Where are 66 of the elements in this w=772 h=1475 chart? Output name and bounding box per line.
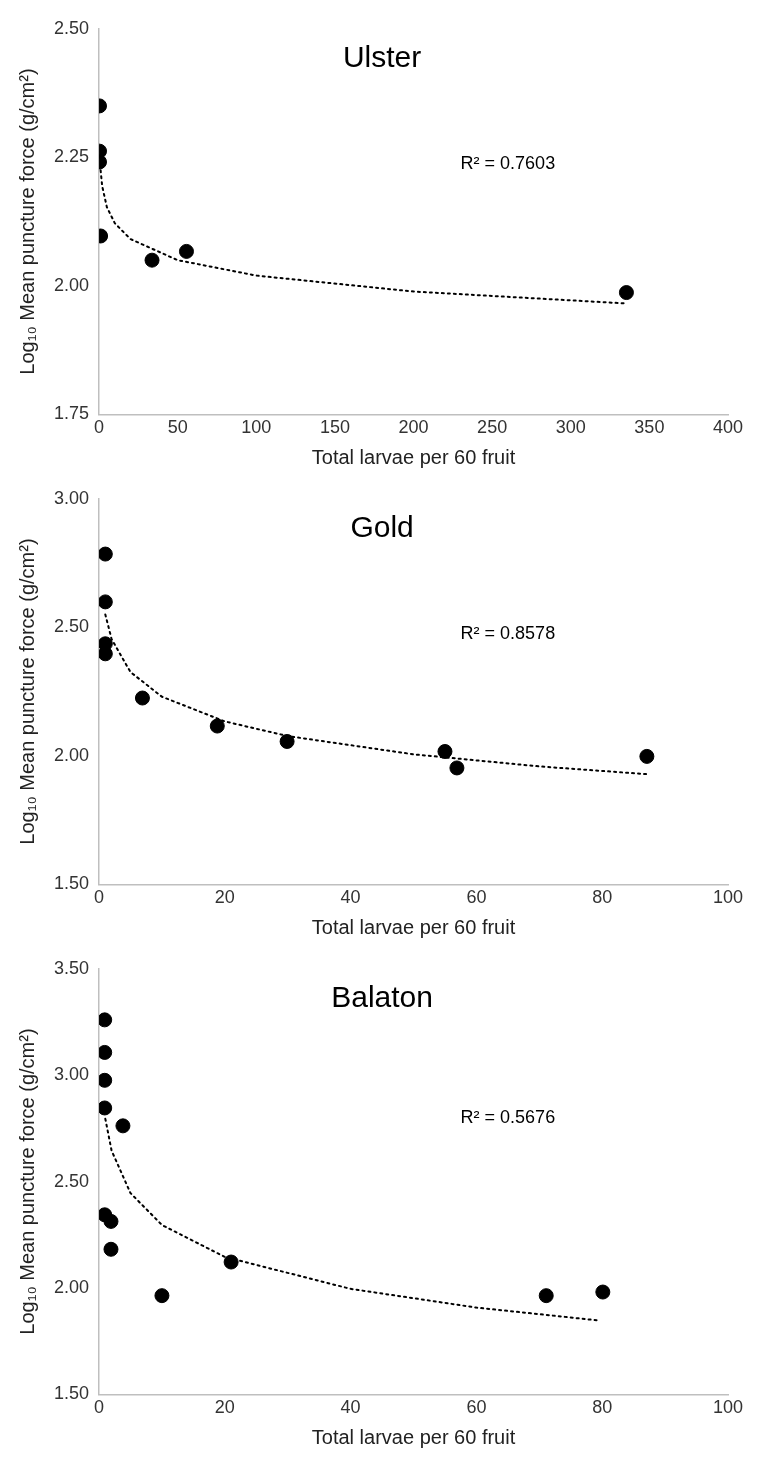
y-axis-title: Log₁₀ Mean puncture force (g/cm²) [15, 538, 38, 845]
point [223, 1254, 239, 1270]
annotation: R² = 0.8578 [460, 622, 556, 643]
y-tick-label: 2.00 [53, 744, 90, 765]
y-tick-label: 3.00 [53, 1064, 90, 1085]
point [449, 760, 465, 776]
y-tick-label: 1.50 [53, 1383, 90, 1404]
chart-title: Gold [350, 510, 414, 544]
point [134, 690, 150, 706]
y-axis-title: Log₁₀ Mean puncture force (g/cm²) [15, 1028, 38, 1335]
point [115, 1118, 131, 1134]
point [99, 594, 113, 610]
x-tick-label: 100 [241, 417, 272, 438]
x-tick-label: 40 [340, 887, 361, 908]
y-tick-label: 1.75 [53, 403, 90, 424]
point [99, 1044, 113, 1060]
y-axis-title: Log₁₀ Mean puncture force (g/cm²) [15, 68, 38, 375]
x-tick-label: 50 [167, 417, 188, 438]
point [99, 1072, 113, 1088]
x-tick-label: 350 [634, 417, 665, 438]
point [99, 646, 113, 662]
y-tick-label: 3.00 [53, 487, 90, 508]
point [99, 1100, 113, 1116]
x-tick-label: 100 [712, 1397, 744, 1418]
y-tick-label: 1.50 [53, 873, 90, 894]
x-tick-label: 80 [592, 1397, 613, 1418]
x-tick-label: 300 [555, 417, 586, 438]
y-tick-label: 2.25 [53, 146, 90, 167]
x-tick-label: 80 [592, 887, 613, 908]
x-tick-label: 40 [340, 1397, 361, 1418]
x-tick-label: 150 [319, 417, 350, 438]
chart-title: Balaton [331, 980, 433, 1014]
point [279, 733, 295, 749]
point [103, 1213, 119, 1229]
point [99, 546, 113, 562]
point [437, 744, 453, 759]
y-tick-label: 2.50 [53, 616, 90, 637]
annotation: R² = 0.5676 [460, 1106, 556, 1127]
y-tick-label: 2.50 [53, 17, 90, 38]
y-tick-label: 2.50 [53, 1170, 90, 1191]
x-tick-label: 100 [712, 887, 744, 908]
x-tick-label: 60 [466, 1397, 487, 1418]
point [595, 1284, 611, 1300]
x-tick-label: 0 [94, 417, 105, 438]
x-tick-label: 400 [712, 417, 744, 438]
x-tick-label: 0 [94, 887, 105, 908]
annotation: R² = 0.7603 [460, 152, 556, 173]
point [103, 1241, 119, 1257]
x-tick-label: 200 [398, 417, 429, 438]
point [538, 1288, 554, 1304]
x-axis-title: Total larvae per 60 fruit [311, 1425, 516, 1448]
point [639, 748, 655, 764]
x-tick-label: 20 [214, 887, 235, 908]
point [154, 1288, 170, 1304]
x-tick-label: 60 [466, 887, 487, 908]
y-tick-label: 2.00 [53, 274, 90, 295]
point [99, 1012, 113, 1028]
x-axis-title: Total larvae per 60 fruit [311, 445, 516, 468]
x-tick-label: 250 [477, 417, 508, 438]
chart-title: Ulster [342, 40, 422, 74]
x-axis-title: Total larvae per 60 fruit [311, 915, 516, 938]
y-tick-label: 3.50 [53, 957, 90, 978]
x-tick-label: 20 [214, 1397, 235, 1418]
x-tick-label: 0 [94, 1397, 105, 1418]
point [209, 718, 225, 734]
y-tick-label: 2.00 [53, 1276, 90, 1297]
